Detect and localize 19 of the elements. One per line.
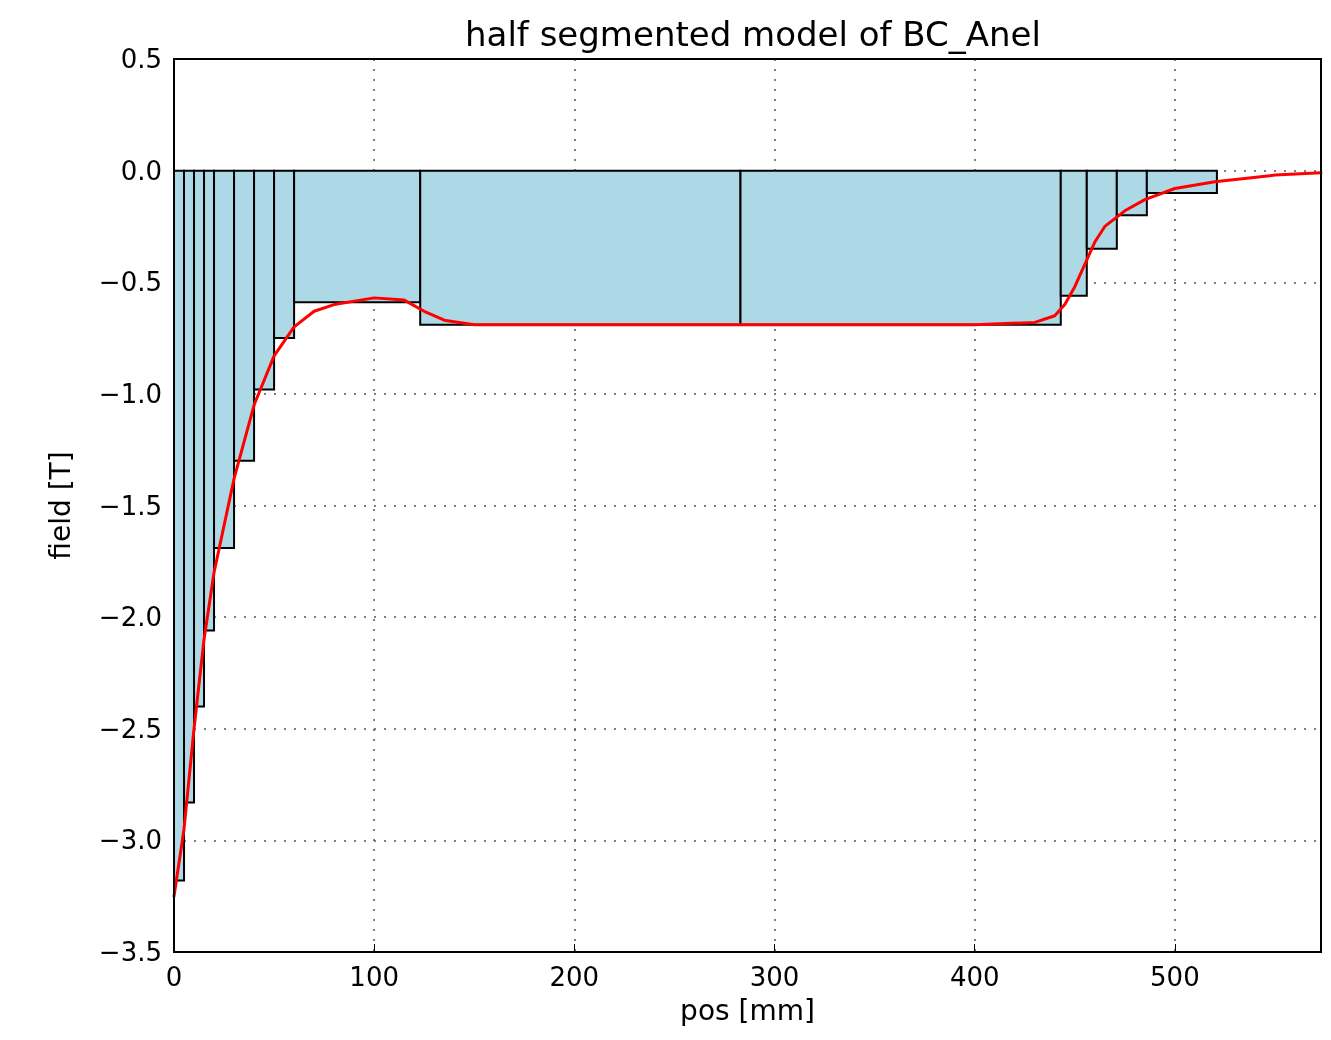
y-tick-label: −0.5 xyxy=(98,267,162,298)
y-tick-label: 0.5 xyxy=(120,44,162,74)
x-tick-label: 400 xyxy=(949,962,1000,992)
y-tick-label: −1.0 xyxy=(98,378,162,409)
y-axis-title: field [T] xyxy=(43,451,77,560)
x-tick-label: 500 xyxy=(1150,962,1200,992)
y-tick-label: −2.0 xyxy=(98,602,162,633)
y-tick-label: 0.0 xyxy=(120,155,162,186)
y-tick-label: −1.5 xyxy=(98,490,162,521)
y-tick-label: −2.5 xyxy=(98,713,162,744)
x-tick-label: 100 xyxy=(349,962,399,992)
x-tick-label: 200 xyxy=(549,962,600,992)
x-tick-label: 0 xyxy=(165,962,183,992)
y-tick-label: −3.0 xyxy=(98,825,162,856)
line-series xyxy=(172,171,1323,898)
x-axis-title: pos [mm] xyxy=(680,993,815,1027)
x-tick-label: 300 xyxy=(749,962,800,992)
chart-title: half segmented model of BC_Anel xyxy=(465,14,1041,54)
y-tick-label: −3.5 xyxy=(98,937,162,967)
